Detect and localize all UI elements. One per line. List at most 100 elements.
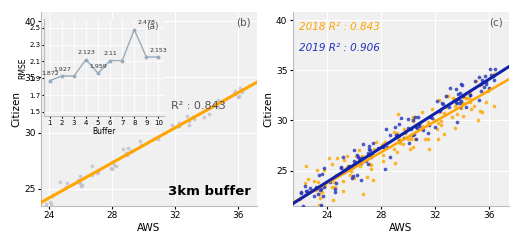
Point	[151, 136, 159, 139]
Point	[439, 111, 448, 115]
Y-axis label: Citizen: Citizen	[263, 91, 273, 127]
Point	[332, 181, 340, 185]
Point	[478, 78, 486, 82]
Point	[214, 105, 222, 109]
Point	[320, 185, 328, 189]
Point	[62, 185, 70, 189]
Point	[434, 98, 443, 102]
Point	[109, 163, 118, 167]
Point	[301, 181, 309, 185]
Point	[409, 119, 417, 123]
Point	[357, 178, 365, 182]
Point	[438, 102, 447, 106]
Point	[299, 204, 307, 208]
Point	[426, 115, 434, 119]
Point	[367, 155, 375, 159]
Point	[465, 96, 473, 100]
Point	[424, 131, 432, 135]
Point	[401, 131, 410, 135]
Point	[457, 83, 466, 87]
Text: 1.959: 1.959	[89, 64, 107, 69]
X-axis label: Buffer: Buffer	[93, 127, 116, 136]
Point	[74, 178, 82, 182]
Point	[236, 86, 244, 90]
Point	[42, 202, 50, 205]
Point	[327, 185, 336, 189]
Point	[409, 115, 417, 119]
Point	[449, 96, 457, 100]
Point	[446, 86, 454, 90]
Point	[234, 95, 243, 99]
Point	[397, 116, 406, 120]
Point	[189, 115, 197, 119]
Point	[366, 162, 374, 166]
Point	[334, 156, 342, 160]
Text: 2.153: 2.153	[150, 48, 168, 53]
Point	[340, 170, 348, 174]
Point	[437, 119, 445, 123]
Point	[123, 153, 132, 157]
Text: (c): (c)	[489, 18, 502, 28]
Point	[491, 67, 499, 71]
Point	[353, 153, 361, 157]
Point	[476, 82, 485, 86]
Point	[403, 126, 412, 130]
Text: 2018 R² : 0.843: 2018 R² : 0.843	[300, 22, 380, 32]
Point	[47, 202, 55, 206]
Point	[351, 160, 359, 164]
Point	[414, 122, 423, 126]
Point	[428, 116, 436, 120]
Point	[87, 173, 96, 177]
Point	[457, 99, 466, 103]
Point	[456, 91, 465, 95]
Point	[303, 208, 311, 212]
Point	[428, 107, 436, 111]
Point	[406, 147, 414, 151]
Point	[399, 143, 407, 146]
Point	[359, 192, 367, 196]
Point	[348, 174, 357, 178]
Point	[368, 151, 376, 155]
Point	[331, 185, 339, 189]
Point	[475, 75, 483, 79]
Point	[392, 135, 400, 139]
Point	[351, 176, 359, 180]
Point	[369, 178, 377, 182]
Point	[331, 187, 339, 191]
Point	[314, 180, 322, 184]
Point	[457, 106, 466, 110]
Y-axis label: Citizen: Citizen	[11, 91, 21, 127]
Point	[309, 188, 317, 191]
Point	[183, 114, 191, 118]
Point	[325, 157, 334, 160]
Point	[418, 128, 427, 132]
Point	[317, 204, 325, 208]
Point	[313, 168, 321, 172]
Point	[327, 162, 336, 166]
Point	[317, 203, 325, 206]
Point	[453, 112, 461, 116]
Point	[175, 121, 183, 125]
Point	[414, 115, 423, 119]
Point	[365, 147, 373, 151]
Point	[431, 125, 439, 129]
Point	[474, 98, 483, 102]
Point	[174, 124, 182, 128]
Point	[319, 195, 327, 198]
Point	[458, 94, 467, 98]
Point	[363, 175, 372, 179]
Point	[395, 122, 403, 126]
Point	[466, 93, 474, 97]
Point	[235, 94, 243, 98]
Point	[454, 92, 462, 96]
Point	[379, 153, 387, 157]
Point	[409, 145, 417, 149]
Point	[482, 100, 490, 104]
Point	[444, 94, 452, 98]
Point	[477, 90, 485, 93]
Point	[401, 130, 410, 134]
Point	[424, 137, 432, 141]
Point	[433, 128, 441, 131]
Point	[340, 169, 348, 173]
Point	[460, 113, 468, 117]
